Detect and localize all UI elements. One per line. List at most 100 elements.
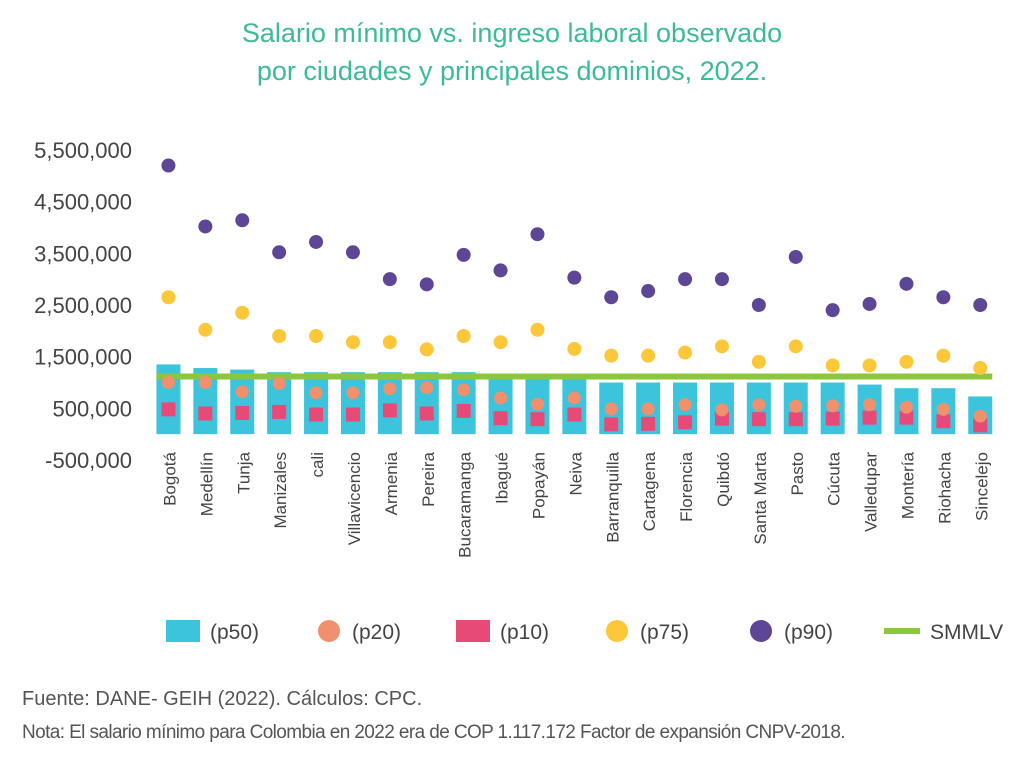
p20-marker — [863, 398, 877, 412]
p75-marker — [456, 329, 471, 343]
p20-marker — [198, 376, 212, 389]
p10-marker — [936, 414, 951, 429]
y-tick-label: -500,000 — [45, 448, 132, 473]
chart-title-line-1: Salario mínimo vs. ingreso laboral obser… — [241, 18, 783, 48]
x-tick-label: Tunja — [234, 451, 253, 493]
p10-marker — [567, 407, 582, 422]
p90-marker — [235, 213, 250, 228]
p75-marker — [493, 335, 508, 350]
p90-marker — [751, 298, 766, 312]
p20-marker — [936, 402, 950, 416]
p90-marker — [530, 227, 545, 242]
p75-marker — [419, 342, 434, 357]
x-tick-label: Popayán — [529, 452, 548, 519]
legend-label: (p90) — [784, 621, 833, 644]
p75-marker — [936, 348, 951, 363]
p90-marker — [678, 272, 693, 287]
p90-marker — [345, 245, 360, 260]
p75-marker — [751, 354, 766, 369]
legend-swatch — [606, 620, 628, 642]
p10-marker — [899, 410, 914, 425]
p20-marker — [715, 403, 729, 417]
y-tick-label: 5,500,000 — [34, 138, 132, 163]
chart-title: Salario mínimo vs. ingreso laboral obser… — [0, 14, 1024, 90]
p75-marker — [604, 348, 619, 363]
p75-marker — [825, 358, 840, 373]
x-tick-label: Manizales — [271, 452, 290, 529]
p75-marker — [345, 335, 360, 350]
p50-bar — [230, 369, 255, 435]
chart-canvas: 5,500,000 4,500,000 3,500,000 2,500,000 1,50… — [34, 138, 1003, 644]
x-tick-label: Santa Marta — [751, 451, 770, 544]
x-axis: Bogotá Medellín Tunja Manizales cali Villavic… — [160, 451, 991, 557]
x-tick-label: Florencia — [677, 451, 696, 521]
p20-marker — [309, 386, 323, 400]
p10-marker — [198, 406, 213, 421]
p50-bar — [451, 372, 476, 435]
p75-marker — [714, 339, 729, 354]
y-tick-label: 3,500,000 — [34, 241, 132, 266]
p75-marker — [567, 341, 582, 356]
p20-marker — [973, 409, 987, 423]
p20-marker — [678, 398, 692, 412]
p20-marker — [641, 402, 655, 416]
p75-marker — [678, 345, 693, 360]
legend-label: (p10) — [500, 621, 549, 644]
p75-marker — [198, 322, 213, 337]
p90-marker — [309, 234, 324, 249]
p20-marker — [567, 391, 581, 405]
p75-marker — [161, 290, 176, 305]
p90-marker — [825, 303, 840, 318]
p10-marker — [530, 412, 545, 427]
y-tick-label: 1,500,000 — [34, 345, 132, 370]
p20-marker — [235, 385, 249, 399]
x-tick-label: Pasto — [788, 452, 807, 495]
x-tick-label: Bucaramanga — [456, 451, 475, 557]
legend-label: SMMLV — [930, 621, 1003, 644]
p90-marker — [198, 219, 213, 234]
p90-marker — [382, 272, 397, 287]
x-tick-label: Pereira — [419, 451, 438, 506]
p90-marker — [604, 290, 619, 305]
p75-marker — [788, 339, 803, 354]
p10-marker — [235, 405, 250, 420]
p90-marker — [456, 247, 471, 262]
p10-marker — [309, 407, 324, 422]
p20-marker — [604, 402, 618, 416]
p75-marker — [899, 354, 914, 369]
p10-marker — [862, 410, 877, 425]
x-tick-label: Cartagena — [640, 451, 659, 531]
p20-marker — [752, 398, 766, 412]
source-note: Fuente: DANE- GEIH (2022). Cálculos: CPC… — [22, 688, 423, 710]
p90-marker — [161, 158, 176, 173]
p20-marker — [457, 383, 471, 397]
p90-marker — [641, 284, 656, 299]
p75-marker — [973, 361, 988, 376]
x-tick-label: Villavicencio — [345, 452, 364, 545]
p90-marker — [419, 277, 434, 292]
p50-bar — [488, 377, 513, 435]
p20-marker — [826, 399, 840, 413]
y-tick-label: 4,500,000 — [34, 190, 132, 215]
p75-marker — [641, 348, 656, 363]
x-tick-label: Montería — [898, 451, 917, 519]
p10-marker — [456, 403, 471, 418]
legend-swatch — [318, 620, 340, 642]
p75-marker — [530, 322, 545, 337]
chart-title-line-2: por ciudades y principales dominios, 202… — [256, 56, 768, 86]
p10-marker — [788, 412, 803, 427]
p90-marker — [788, 249, 803, 264]
p20-marker — [346, 386, 360, 400]
legend-swatch — [456, 620, 490, 642]
footnote: Nota: El salario mínimo para Colombia en… — [22, 722, 846, 743]
p10-marker — [161, 402, 176, 417]
p50-bar — [377, 372, 402, 435]
y-axis: 5,500,000 4,500,000 3,500,000 2,500,000 1,50… — [34, 138, 132, 473]
legend: (p50) (p20) (p10) (p75) (p90) SMMLV — [166, 620, 1003, 644]
p90-marker — [936, 290, 951, 305]
p10-marker — [382, 403, 397, 418]
p90-marker — [973, 298, 988, 312]
p90-marker — [899, 276, 914, 291]
p90-marker — [714, 272, 729, 287]
x-tick-label: Ibagué — [493, 452, 512, 504]
